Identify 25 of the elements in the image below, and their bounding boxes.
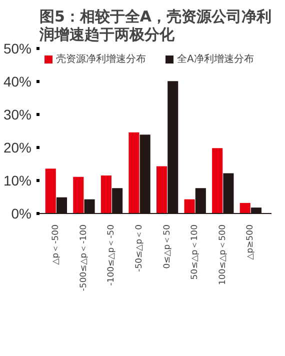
legend-label: 全A净利增速分布 [177,52,254,66]
x-tick-label: -50≤△p＜0 [134,224,145,272]
y-tick-label: 50% [3,40,32,56]
y-tick-label: 0% [11,206,32,222]
x-tick-label: 50≤△p＜100 [190,224,200,280]
x-tick-label: -500≤△p＜-100 [78,224,89,292]
bar [156,166,168,214]
bar [73,176,84,214]
y-tick-label: 40% [3,74,32,90]
chart-title: 图5：相较于全A，壳资源公司净利润增速趋于两极分化 [38,8,272,44]
bar [128,132,140,214]
bar [45,168,56,214]
x-tick-label: 100≤△p＜500 [218,224,228,285]
y-tick-label: 10% [3,172,32,188]
x-tick-label: 0≤△p＜50 [162,224,172,269]
y-tick-label: 20% [3,140,32,156]
x-tick-label: △p＜-500 [51,224,62,265]
legend-label: 壳资源净利增速分布 [56,52,146,66]
x-tick-label: △p≥500 [246,224,256,260]
bar [240,202,250,214]
bar [184,199,195,214]
bar [212,148,223,214]
y-tick-label: 30% [3,106,32,122]
x-tick-label: -100≤△p＜-50 [106,224,117,286]
bar [100,176,112,214]
